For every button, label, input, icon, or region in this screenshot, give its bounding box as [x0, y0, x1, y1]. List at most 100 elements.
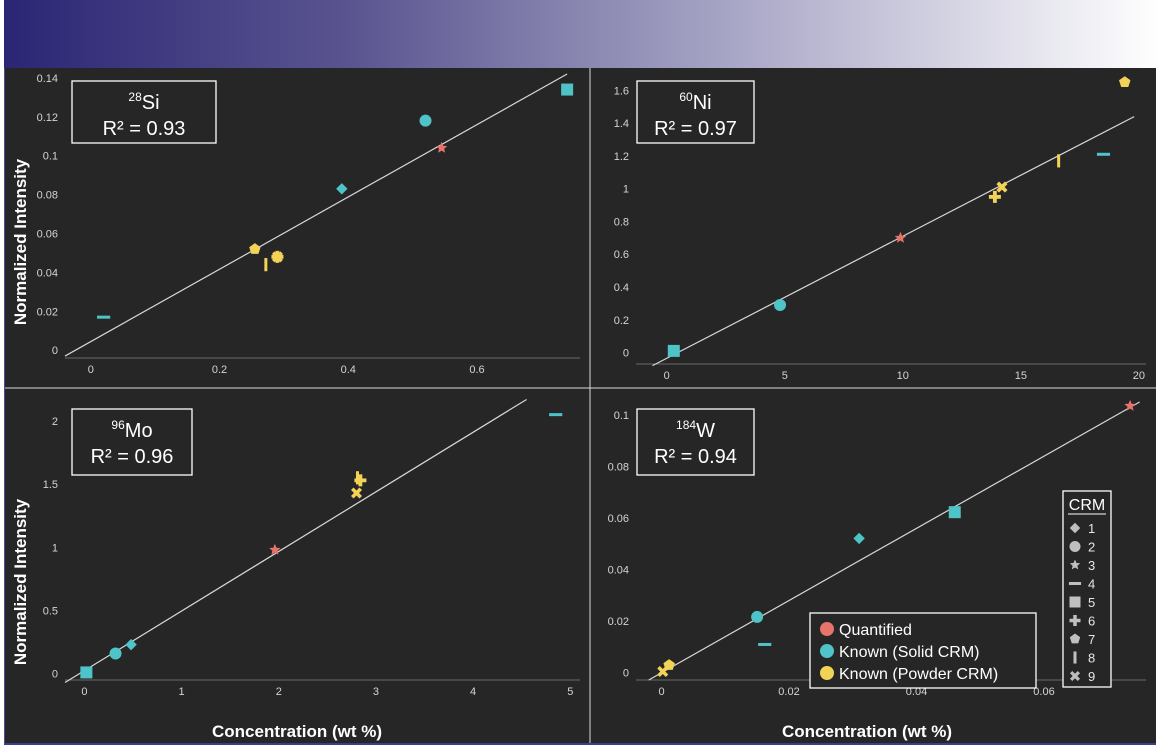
data-point-crm-6: [988, 190, 1001, 203]
y-tick-label: 1.6: [614, 85, 629, 97]
crm-legend-label: 6: [1088, 614, 1095, 629]
y-tick-label: 0.04: [37, 267, 58, 279]
x-tick-label: 4: [470, 686, 476, 698]
crm-legend-label: 7: [1088, 632, 1095, 647]
data-point-crm-9: [350, 487, 363, 499]
y-tick-label: 0.14: [37, 73, 58, 85]
data-point-crm-4: [97, 315, 111, 319]
y-tick-label: 1.2: [614, 151, 629, 163]
data-point-crm-2: [109, 647, 122, 660]
crm-legend-item: 7: [1069, 632, 1095, 647]
fit-line: [648, 401, 1140, 681]
chart-panel-w: 0 0.02 0.04 0.06 0 0.02 0.04 0.06 0.08 0.1 184W R² …: [608, 399, 1146, 698]
x-tick-label: 0: [81, 686, 87, 698]
x-tick-label: 0.06: [1033, 686, 1054, 698]
r-squared-label: R² = 0.94: [654, 446, 737, 468]
crm-legend-item: 5: [1069, 595, 1095, 610]
x-tick-label: 20: [1133, 370, 1145, 382]
y-tick-label: 0.02: [608, 616, 629, 628]
y-tick-label: 0.2: [614, 315, 629, 327]
data-point-crm-2: [419, 114, 432, 127]
data-point-crm-7: [1119, 76, 1131, 87]
chart-panel-mo: 0 1 2 3 4 5 0 0.5 1 1.5 2 96Mo R² = 0.96: [43, 398, 580, 698]
y-tick-label: 0.06: [608, 513, 629, 525]
y-tick-label: 0: [52, 669, 58, 681]
y-tick-label: 1: [52, 542, 58, 554]
data-point-crm-1: [336, 183, 348, 195]
y-tick-label: 0.4: [614, 282, 629, 294]
y-tick-label: 0.02: [37, 306, 58, 318]
data-point-crm-3: [1124, 399, 1136, 411]
data-point-crm-3: [894, 231, 907, 243]
crm-legend-item: 6: [1069, 614, 1095, 629]
crm-legend-marker-9: [1069, 670, 1081, 682]
annotation-ni: 60Ni R² = 0.97: [636, 80, 755, 144]
y-tick-label: 0: [52, 345, 58, 357]
x-tick-label: 5: [782, 370, 788, 382]
data-point-crm-9: [271, 251, 283, 263]
x-tick-label: 0: [664, 370, 670, 382]
data-point-crm-2: [751, 610, 764, 623]
crm-legend-label: 3: [1088, 558, 1095, 573]
chart-panels: 0 0.2 0.4 0.600.020.040.060.080.10.120.1428…: [37, 73, 1146, 698]
group-legend: Quantified Known (Solid CRM) Known (Powd…: [809, 612, 1037, 689]
crm-legend-items: 1 2 3 4 5 6 7 8 9: [1068, 521, 1095, 684]
crm-legend-item: 9: [1069, 669, 1095, 684]
fit-line: [64, 73, 568, 357]
crm-legend-label: 1: [1088, 521, 1095, 536]
data-point-crm-8: [264, 258, 268, 272]
y-tick-label: 1.4: [614, 118, 629, 130]
legend-label-powder: Known (Powder CRM): [839, 666, 998, 683]
isotope-label: 184W: [676, 418, 715, 442]
y-tick-label: 0: [623, 348, 629, 360]
crm-legend-label: 2: [1088, 540, 1095, 555]
annotation-mo: 96Mo R² = 0.96: [71, 408, 193, 476]
x-tick-label: 0.6: [469, 364, 484, 376]
crm-legend-item: 8: [1073, 651, 1095, 666]
x-tick-label: 0: [88, 364, 94, 376]
y-tick-label: 0: [623, 667, 629, 679]
data-point-crm-6: [354, 474, 367, 487]
annotation-si: 28Si R² = 0.93: [71, 80, 217, 144]
y-tick-label: 0.08: [37, 190, 58, 202]
crm-legend-item: 3: [1069, 558, 1095, 573]
x-tick-label: 1: [179, 686, 185, 698]
y-tick-label: 1.5: [43, 479, 58, 491]
y-tick-label: 1: [623, 184, 629, 196]
legend-marker-quantified: [820, 622, 834, 636]
data-point-crm-4: [549, 413, 563, 417]
x-tick-label: 0: [658, 686, 664, 698]
chart-panel-si: 0 0.2 0.4 0.6 0 0.02 0.04 0.06 0.08 0.1 0.12 0.14 28…: [37, 73, 580, 376]
data-point-crm-3: [435, 141, 448, 153]
r-squared-label: R² = 0.97: [654, 118, 737, 140]
fit-line: [652, 116, 1135, 367]
y-axis-title-bottom: Normalized Intensity: [11, 498, 30, 665]
crm-legend-marker-4: [1068, 582, 1082, 585]
calibration-figure: Normalized Intensity Normalized Intensit…: [4, 68, 1156, 745]
title-banner: [4, 0, 1160, 68]
y-tick-label: 0.12: [37, 112, 58, 124]
r-squared-label: R² = 0.93: [103, 118, 186, 140]
crm-legend-marker-1: [1069, 522, 1081, 534]
crm-legend-label: 8: [1088, 651, 1095, 666]
data-point-crm-5: [561, 83, 574, 96]
fit-line: [64, 398, 527, 684]
y-tick-label: 0.04: [608, 564, 629, 576]
x-tick-label: 0.02: [778, 686, 799, 698]
crm-legend-marker-2: [1069, 541, 1081, 552]
data-point-crm-5: [948, 506, 961, 519]
y-tick-label: 0.6: [614, 249, 629, 261]
r-squared-label: R² = 0.96: [91, 446, 174, 468]
x-tick-label: 2: [276, 686, 282, 698]
crm-legend-title: CRM: [1069, 497, 1105, 514]
x-axis-title-right: Concentration (wt %): [782, 722, 952, 741]
y-tick-label: 0.1: [43, 151, 58, 163]
crm-legend-item: 4: [1068, 577, 1095, 592]
data-point-crm-4: [758, 642, 772, 646]
y-tick-label: 0.08: [608, 461, 629, 473]
x-tick-label: 0.4: [341, 364, 356, 376]
crm-legend-box: [1062, 490, 1112, 688]
legend-marker-powder: [820, 666, 834, 680]
y-tick-label: 0.5: [43, 606, 58, 618]
figure-canvas: Normalized Intensity Normalized Intensit…: [5, 68, 1156, 743]
